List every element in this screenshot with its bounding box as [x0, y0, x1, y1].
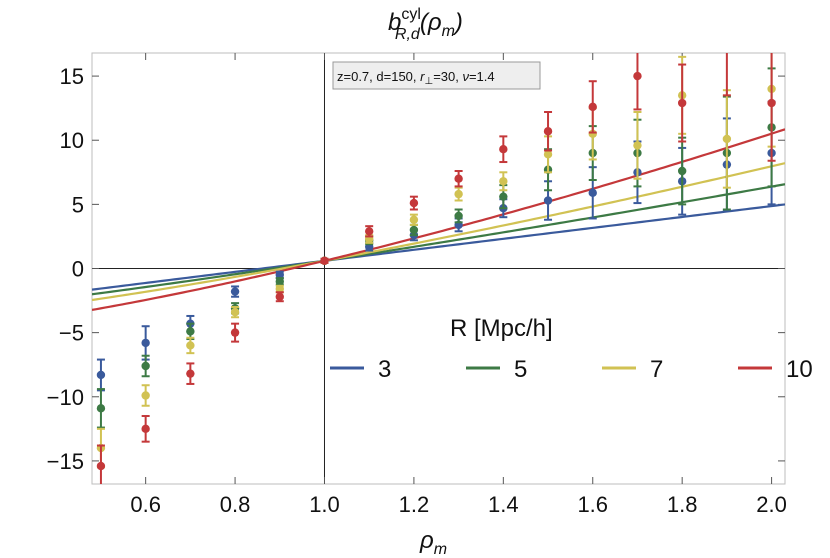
data-point: [499, 177, 508, 186]
parameter-annotation: z=0.7, d=150, r⊥=30, ν=1.4: [332, 61, 541, 90]
data-point: [230, 328, 240, 337]
x-tick-label: 1.4: [488, 492, 519, 517]
data-point: [141, 424, 150, 434]
legend-label-R10: 10: [786, 356, 813, 383]
data-point: [275, 284, 284, 294]
data-point: [230, 287, 240, 296]
x-tick-label: 2.0: [756, 492, 787, 517]
data-point: [722, 134, 732, 144]
data-point: [186, 341, 195, 350]
data-point: [499, 192, 508, 201]
data-point: [723, 40, 731, 48]
data-point: [275, 277, 284, 286]
data-point: [454, 174, 463, 183]
chart-title: bcyl R,d(ρm): [388, 6, 463, 43]
y-ticks: −15 −10 −5 0 5 10 15: [47, 64, 785, 474]
data-point: [454, 211, 463, 221]
data-point: [320, 256, 329, 266]
legend: R [Mpc/h] 3 5 7 10: [330, 315, 813, 383]
fit-curve-R10: [92, 128, 785, 312]
y-tick-label: 15: [60, 64, 84, 89]
data-point: [409, 198, 419, 208]
data-point: [186, 369, 195, 378]
data-point: [96, 461, 106, 471]
svg-text:z=0.7, d=150, r⊥=30, ν=1.4: z=0.7, d=150, r⊥=30, ν=1.4: [337, 69, 495, 87]
x-tick-label: 1.2: [399, 492, 430, 517]
data-point: [588, 102, 597, 112]
data-point: [543, 150, 553, 159]
legend-label-R7: 7: [650, 356, 663, 383]
x-tick-label: 0.8: [220, 492, 251, 517]
x-tick-label: 1.8: [667, 492, 698, 517]
legend-title: R [Mpc/h]: [450, 315, 553, 342]
data-point: [141, 338, 150, 348]
data-point: [96, 404, 106, 413]
x-tick-label: 1.0: [309, 492, 340, 517]
data-point: [633, 141, 642, 150]
data-point: [409, 225, 419, 235]
data-points: [96, 40, 776, 484]
fit-curve-R7: [92, 162, 785, 302]
x-tick-label: 1.6: [577, 492, 608, 517]
data-point: [454, 189, 463, 199]
y-tick-label: 10: [60, 128, 84, 153]
data-point: [96, 370, 106, 380]
data-point: [633, 71, 642, 81]
y-tick-label: 5: [72, 192, 84, 217]
data-point: [409, 215, 419, 224]
data-point: [230, 307, 240, 317]
x-ticks: 0.6 0.8 1.0 1.2 1.4 1.6 1.8 2.0: [130, 53, 787, 517]
data-point: [677, 166, 687, 176]
y-tick-label: 0: [72, 257, 84, 282]
data-point: [543, 127, 553, 136]
data-point: [543, 196, 553, 205]
data-point: [141, 391, 150, 400]
data-point: [588, 188, 597, 198]
data-point: [499, 145, 508, 154]
data-point: [275, 292, 284, 301]
legend-label-R5: 5: [514, 356, 527, 383]
data-point: [677, 98, 687, 108]
data-point: [275, 270, 284, 280]
data-point: [186, 327, 195, 336]
fit-curves: [92, 128, 785, 312]
data-point: [767, 98, 776, 108]
fit-curve-R3: [92, 203, 785, 291]
data-point: [141, 361, 150, 371]
fit-curve-R5: [92, 183, 785, 296]
x-axis-label: ρm: [419, 527, 447, 558]
y-tick-label: −15: [47, 449, 84, 474]
legend-label-R3: 3: [378, 356, 391, 383]
x-tick-label: 0.6: [130, 492, 161, 517]
data-point: [365, 227, 374, 236]
y-tick-label: −10: [47, 385, 84, 410]
y-tick-label: −5: [59, 321, 84, 346]
